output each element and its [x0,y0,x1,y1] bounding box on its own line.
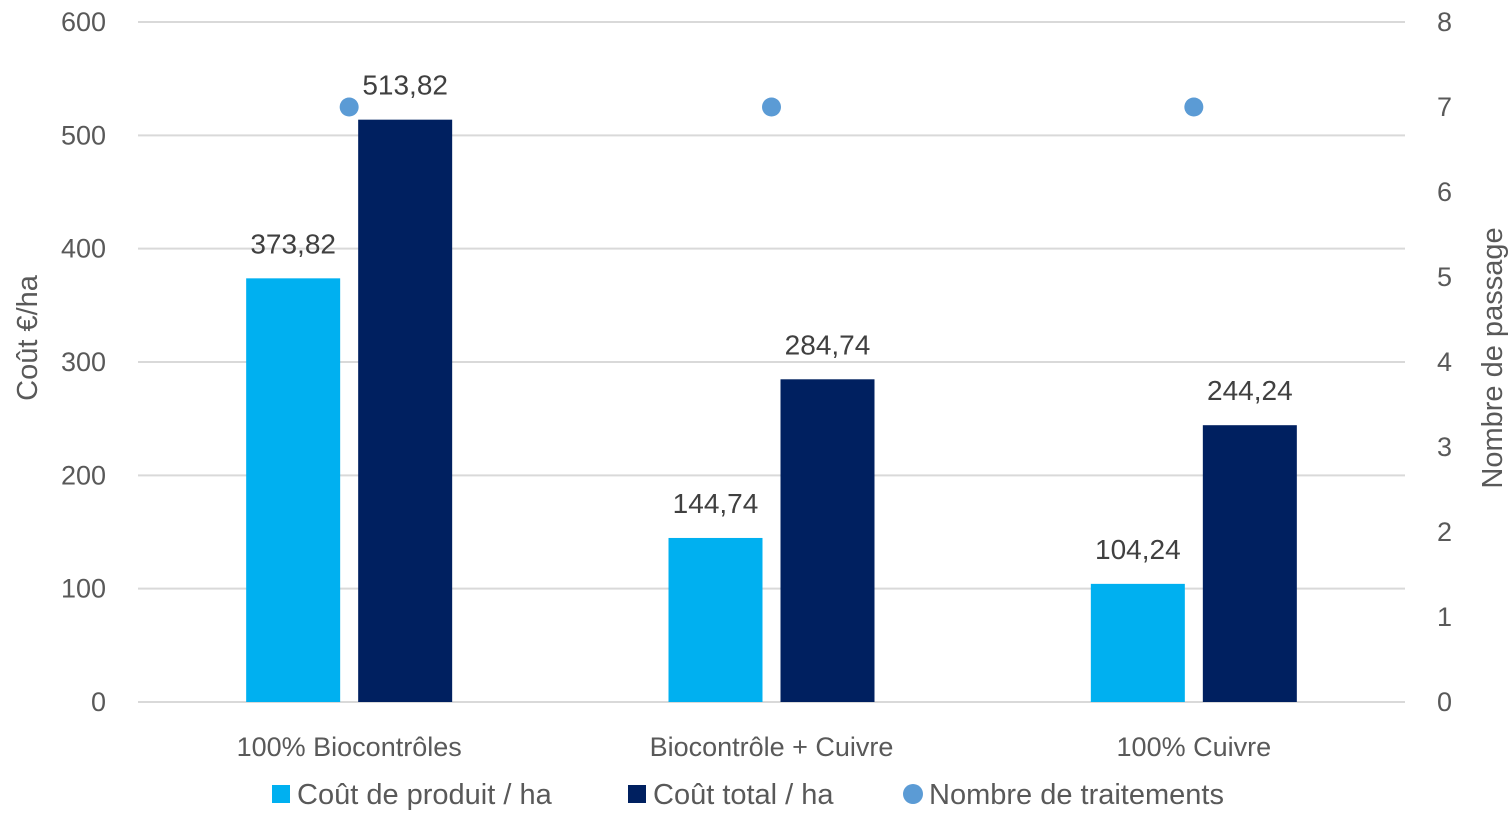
gridlines [138,21,1405,703]
y-tick-label: 500 [61,120,106,150]
y-tick-label: 200 [61,460,106,490]
points [339,97,1204,117]
x-tick-label: 100% Cuivre [1117,732,1272,762]
data-label: 513,82 [362,70,448,101]
y2-tick-label: 1 [1437,602,1452,632]
x-tick-label: 100% Biocontrôles [237,732,462,762]
data-label: 373,82 [250,228,336,259]
legend-label: Coût de produit / ha [297,779,553,811]
y2-tick-label: 2 [1437,517,1452,547]
y-tick-label: 400 [61,234,106,264]
bar [780,379,875,702]
bar [358,119,453,703]
data-point [1184,97,1204,117]
y-axis-title: Coût €/ha [12,274,44,401]
y2-tick-label: 0 [1437,687,1452,717]
bars [246,119,1297,703]
data-label: 104,24 [1095,534,1181,565]
bar [246,278,341,702]
bar [1202,425,1297,702]
legend-swatch [903,784,923,804]
data-label: 284,74 [785,329,871,360]
y-tick-label: 0 [91,687,106,717]
y2-tick-label: 7 [1437,92,1452,122]
x-axis-ticks: 100% Biocontrôles Biocontrôle + Cuivre 100… [237,732,1272,762]
legend-swatch [272,785,290,803]
y-tick-label: 600 [61,7,106,37]
y2-axis-ticks: 0 1 2 3 4 5 6 7 8 [1437,7,1452,717]
data-point [762,97,781,117]
x-tick-label: Biocontrôle + Cuivre [650,732,894,762]
y2-tick-label: 4 [1437,347,1452,377]
y-tick-label: 300 [61,347,106,377]
y2-tick-label: 5 [1437,262,1452,292]
y2-axis-title: Nombre de passage [1477,227,1509,488]
y-axis-ticks: 0 100 200 300 400 500 600 [61,7,106,717]
y-tick-label: 100 [61,574,106,604]
legend-label: Nombre de traitements [929,779,1224,811]
bar [668,537,763,702]
data-labels: 373,82 513,82 144,74 284,74 104,24 244,24 [250,70,1292,565]
y2-tick-label: 6 [1437,177,1452,207]
y2-tick-label: 3 [1437,432,1452,462]
data-label: 244,24 [1207,375,1293,406]
data-label: 144,74 [673,488,759,519]
legend-swatch [628,785,646,803]
bar [1090,583,1185,702]
data-point [339,97,359,117]
legend: Coût de produit / ha Coût total / ha Nombr… [272,779,1224,811]
legend-label: Coût total / ha [653,779,834,811]
y2-tick-label: 8 [1437,7,1452,37]
